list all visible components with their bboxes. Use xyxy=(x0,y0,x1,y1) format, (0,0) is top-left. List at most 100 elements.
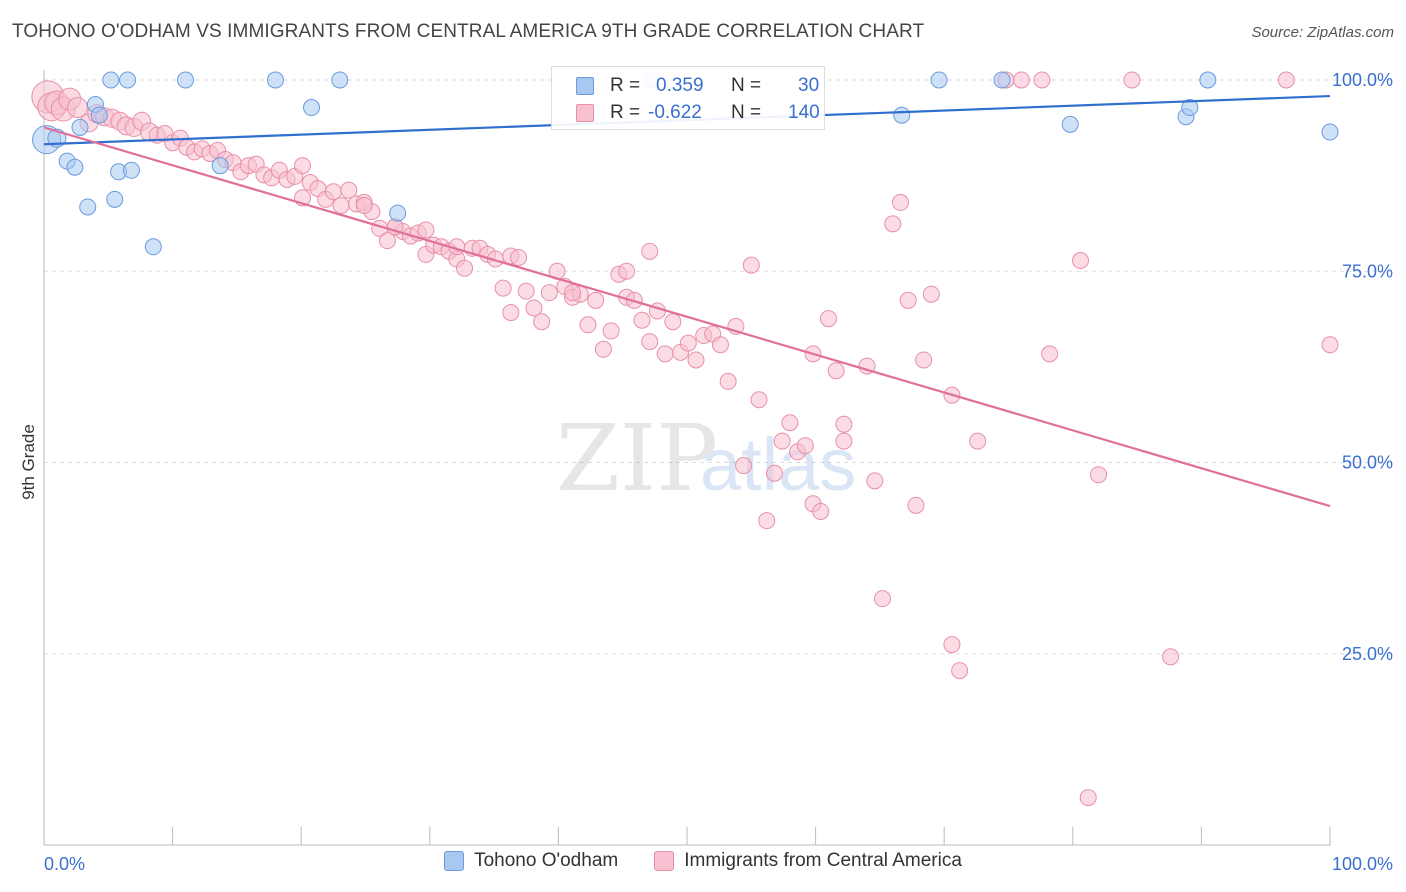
data-point xyxy=(742,256,760,274)
data-point xyxy=(1072,252,1090,270)
y-tick-label: 25.0% xyxy=(1342,644,1393,664)
data-point xyxy=(517,282,535,300)
data-point xyxy=(969,432,987,450)
data-point xyxy=(533,313,551,331)
data-point xyxy=(1033,71,1051,89)
data-point xyxy=(1090,466,1108,484)
data-point xyxy=(502,304,520,322)
data-point xyxy=(579,316,597,334)
data-point xyxy=(922,285,940,303)
data-point xyxy=(293,157,311,175)
data-point xyxy=(266,71,284,89)
data-point xyxy=(456,259,474,277)
data-point xyxy=(930,71,948,89)
data-point xyxy=(835,415,853,433)
data-point xyxy=(378,232,396,250)
stats-swatch-immigrants xyxy=(576,104,594,122)
data-point xyxy=(417,221,435,239)
data-point xyxy=(773,432,791,450)
data-point xyxy=(750,391,768,409)
data-point xyxy=(79,198,97,216)
data-point xyxy=(525,299,543,317)
data-point xyxy=(587,291,605,309)
legend-item-immigrants[interactable]: Immigrants from Central America xyxy=(654,850,962,872)
series-immigrants-points xyxy=(31,71,1339,807)
data-point xyxy=(656,345,674,363)
data-point xyxy=(540,284,558,302)
legend-label: Tohono O'odham xyxy=(474,850,619,871)
x-tick-label: 100.0% xyxy=(1332,854,1393,874)
data-point xyxy=(641,333,659,351)
n-value: 140 xyxy=(788,102,820,123)
data-point xyxy=(819,310,837,328)
axes xyxy=(43,70,1331,846)
r-label: R = xyxy=(610,75,641,96)
data-point xyxy=(1199,71,1217,89)
y-axis-label: 9th Grade xyxy=(19,424,38,500)
data-point xyxy=(494,279,512,297)
data-point xyxy=(340,181,358,199)
data-point xyxy=(827,362,845,380)
chart-title: TOHONO O'ODHAM VS IMMIGRANTS FROM CENTRA… xyxy=(12,21,925,42)
data-point xyxy=(211,157,229,175)
data-point xyxy=(781,414,799,432)
n-label: N = xyxy=(731,75,762,96)
data-point xyxy=(144,238,162,256)
data-point xyxy=(907,496,925,514)
data-point xyxy=(899,291,917,309)
data-point xyxy=(893,106,911,124)
data-point xyxy=(1012,71,1030,89)
data-point xyxy=(122,161,140,179)
trendline-immigrants xyxy=(43,126,1331,508)
data-point xyxy=(90,106,108,124)
data-point xyxy=(389,204,407,222)
data-point xyxy=(332,196,350,214)
data-point xyxy=(602,322,620,340)
n-value: 30 xyxy=(798,75,820,96)
y-tick-label: 50.0% xyxy=(1342,453,1393,473)
n-label: N = xyxy=(731,102,762,123)
data-point xyxy=(1123,71,1141,89)
legend-swatch-tohono xyxy=(444,851,465,871)
data-point xyxy=(687,351,705,369)
data-point xyxy=(796,437,814,455)
data-point xyxy=(176,71,194,89)
data-point xyxy=(1041,345,1059,363)
data-point xyxy=(510,248,528,266)
data-point xyxy=(866,472,884,490)
data-point xyxy=(993,71,1011,89)
data-point xyxy=(1181,99,1199,117)
data-point xyxy=(812,502,830,520)
r-value: 0.359 xyxy=(656,75,704,96)
data-point xyxy=(119,71,137,89)
data-point xyxy=(594,340,612,358)
data-point xyxy=(765,464,783,482)
data-point xyxy=(102,71,120,89)
data-point xyxy=(735,457,753,475)
r-value: -0.622 xyxy=(648,102,702,123)
legend-item-tohono[interactable]: Tohono O'odham xyxy=(444,850,618,872)
r-label: R = xyxy=(610,102,641,123)
data-point xyxy=(66,158,84,176)
data-point xyxy=(891,193,909,211)
data-point xyxy=(915,351,933,369)
data-point xyxy=(664,313,682,331)
data-point xyxy=(71,118,89,136)
tick-labels: 25.0% 50.0% 75.0% 100.0% 0.0% 100.0% xyxy=(44,70,1393,874)
y-tick-label: 75.0% xyxy=(1342,261,1393,281)
data-point xyxy=(873,590,891,608)
data-point xyxy=(951,662,969,680)
data-point xyxy=(884,215,902,233)
data-point xyxy=(355,196,373,214)
watermark: ZIP atlas xyxy=(556,405,856,512)
data-point xyxy=(719,372,737,390)
x-tick-label: 0.0% xyxy=(44,854,85,874)
data-point xyxy=(1321,123,1339,141)
data-point xyxy=(106,190,124,208)
watermark-zip: ZIP xyxy=(556,405,718,512)
stats-swatch-tohono xyxy=(576,77,594,95)
data-point xyxy=(1277,71,1295,89)
data-point xyxy=(1061,115,1079,133)
data-point xyxy=(943,636,961,654)
